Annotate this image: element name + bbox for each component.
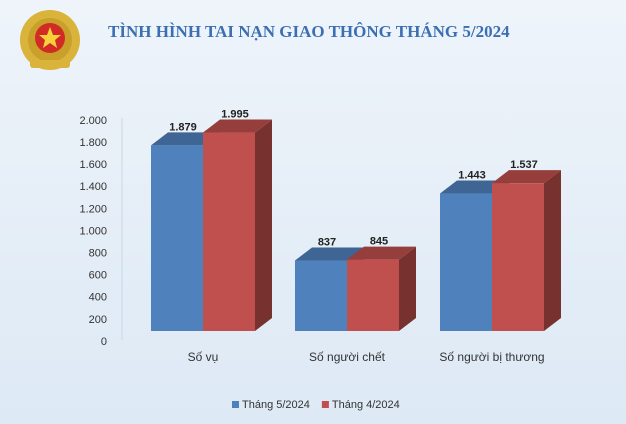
legend-swatch xyxy=(232,401,239,408)
bar xyxy=(151,145,203,331)
bar-side xyxy=(255,119,272,332)
value-label: 1.443 xyxy=(458,169,486,181)
chart-title: TÌNH HÌNH TAI NẠN GIAO THÔNG THÁNG 5/202… xyxy=(108,22,510,41)
bar-top xyxy=(347,246,416,260)
y-tick-label: 200 xyxy=(89,314,107,326)
bar-side xyxy=(544,170,561,331)
value-label: 1.995 xyxy=(221,108,249,120)
bar xyxy=(347,259,399,331)
legend-label: Tháng 4/2024 xyxy=(332,399,400,411)
value-label: 837 xyxy=(318,236,336,248)
bar-top xyxy=(492,170,561,184)
bar-side xyxy=(399,246,416,331)
bar-top xyxy=(151,132,220,146)
y-tick-label: 800 xyxy=(89,248,107,260)
legend-label: Tháng 5/2024 xyxy=(242,399,310,411)
y-tick-label: 1.400 xyxy=(79,181,107,193)
value-label: 1.537 xyxy=(510,159,538,171)
emblem xyxy=(20,10,80,70)
bar xyxy=(295,260,347,331)
bar xyxy=(203,132,255,331)
x-tick-label: Số vụ xyxy=(188,350,219,364)
bar-top xyxy=(295,247,364,261)
x-tick-label: Số người chết xyxy=(309,350,386,364)
y-tick-label: 2.000 xyxy=(79,115,107,127)
y-tick-label: 0 xyxy=(101,336,107,348)
legend-swatch xyxy=(321,401,329,408)
bar-top xyxy=(440,180,509,194)
y-tick-label: 1.600 xyxy=(79,159,107,171)
y-tick-label: 1.800 xyxy=(79,137,107,149)
y-tick-label: 1.200 xyxy=(79,203,107,215)
y-tick-label: 600 xyxy=(89,270,107,282)
value-label: 845 xyxy=(370,236,388,248)
value-label: 1.879 xyxy=(169,121,197,133)
bar xyxy=(492,183,544,331)
bar xyxy=(440,193,492,331)
x-tick-label: Số người bị thương xyxy=(439,350,544,364)
y-tick-label: 400 xyxy=(89,292,107,304)
bar-top xyxy=(203,119,272,133)
y-tick-label: 1.000 xyxy=(79,225,107,237)
